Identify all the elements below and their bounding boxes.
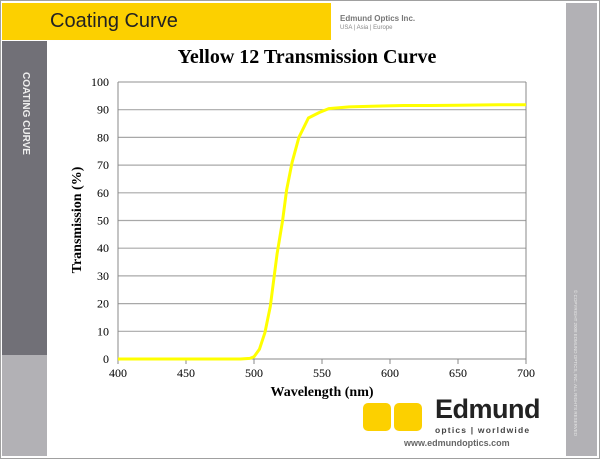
company-regions: USA | Asia | Europe: [340, 25, 393, 31]
y-tick-label: 50: [97, 214, 109, 228]
website-link[interactable]: www.edmundoptics.com: [404, 438, 510, 448]
series-line: [118, 103, 526, 361]
x-tick-label: 450: [177, 366, 195, 380]
x-tick-label: 600: [381, 366, 399, 380]
x-tick-label: 650: [449, 366, 467, 380]
brand-name: Edmund: [435, 394, 541, 424]
brand-tagline: optics | worldwide: [435, 425, 531, 435]
x-tick-label: 400: [109, 366, 127, 380]
y-axis-label: Transmission (%): [70, 166, 85, 273]
x-tick-label: 700: [517, 366, 535, 380]
y-tick-label: 100: [91, 75, 109, 89]
y-tick-label: 90: [97, 103, 109, 117]
y-tick-label: 20: [97, 297, 109, 311]
y-tick-label: 10: [97, 324, 109, 338]
header-bar: Coating Curve: [2, 3, 331, 40]
x-tick-label: 550: [313, 366, 331, 380]
company-name: Edmund Optics Inc.: [340, 14, 416, 23]
y-tick-label: 40: [97, 241, 109, 255]
x-axis-label: Wavelength (nm): [270, 385, 373, 400]
chart-title: Yellow 12 Transmission Curve: [177, 46, 437, 68]
left-sidebar-lower: [2, 355, 47, 456]
x-tick-label: 500: [245, 366, 263, 380]
y-tick-label: 60: [97, 186, 109, 200]
left-sidebar: [2, 41, 47, 355]
header-title: Coating Curve: [50, 10, 178, 32]
y-tick-label: 0: [103, 352, 109, 366]
right-sidebar: [566, 3, 597, 456]
y-tick-label: 30: [97, 269, 109, 283]
y-tick-label: 70: [97, 158, 109, 172]
y-tick-label: 80: [97, 130, 109, 144]
